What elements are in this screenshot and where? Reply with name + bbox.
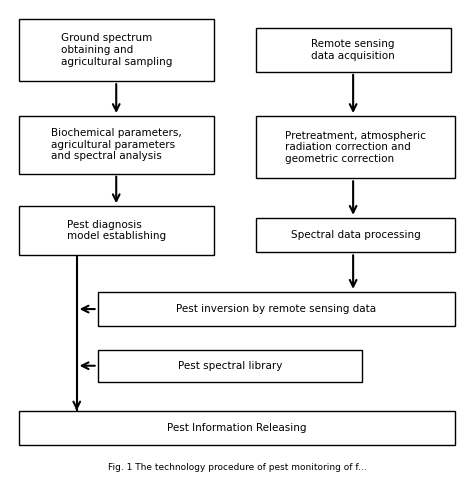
FancyBboxPatch shape xyxy=(255,28,451,72)
FancyBboxPatch shape xyxy=(98,350,363,382)
Text: Pest spectral library: Pest spectral library xyxy=(178,361,282,371)
Text: Remote sensing
data acquisition: Remote sensing data acquisition xyxy=(311,39,395,61)
FancyBboxPatch shape xyxy=(18,206,214,255)
FancyBboxPatch shape xyxy=(255,218,456,252)
Text: Pest diagnosis
model establishing: Pest diagnosis model establishing xyxy=(67,220,166,241)
Text: Pest inversion by remote sensing data: Pest inversion by remote sensing data xyxy=(176,304,376,314)
FancyBboxPatch shape xyxy=(18,411,456,445)
FancyBboxPatch shape xyxy=(18,19,214,81)
FancyBboxPatch shape xyxy=(255,116,456,178)
Text: Biochemical parameters,
agricultural parameters
and spectral analysis: Biochemical parameters, agricultural par… xyxy=(51,128,182,161)
Text: Fig. 1 The technology procedure of pest monitoring of f...: Fig. 1 The technology procedure of pest … xyxy=(108,463,366,472)
FancyBboxPatch shape xyxy=(18,116,214,174)
Text: Pest Information Releasing: Pest Information Releasing xyxy=(167,423,307,433)
Text: Ground spectrum
obtaining and
agricultural sampling: Ground spectrum obtaining and agricultur… xyxy=(61,34,172,67)
Text: Pretreatment, atmospheric
radiation correction and
geometric correction: Pretreatment, atmospheric radiation corr… xyxy=(285,131,426,164)
FancyBboxPatch shape xyxy=(98,292,456,326)
Text: Spectral data processing: Spectral data processing xyxy=(291,230,420,240)
